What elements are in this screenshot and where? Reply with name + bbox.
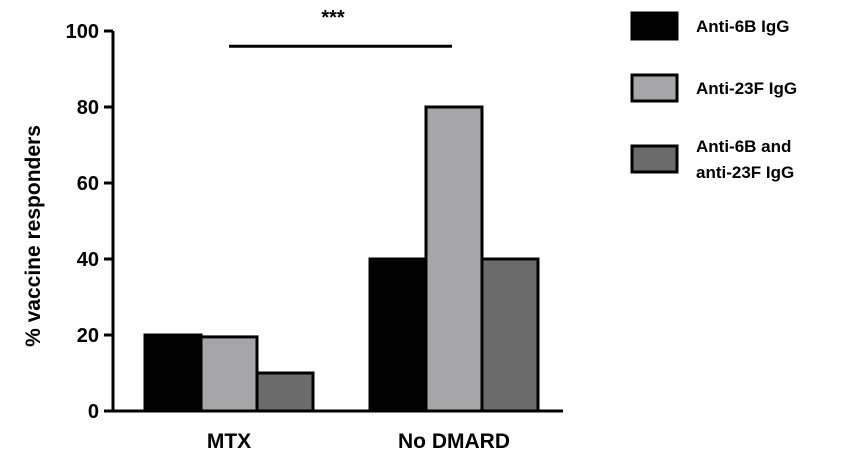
y-axis-title: % vaccine responders: [22, 125, 45, 347]
significance-label: ***: [321, 7, 345, 29]
legend-swatch-0: [630, 11, 679, 41]
annotations-group: ***: [229, 7, 452, 48]
y-tick-label-4: 80: [77, 97, 99, 119]
y-tick-label-1: 20: [77, 325, 99, 347]
legend-label-1-0: Anti-23F IgG: [696, 79, 797, 98]
bar-1-0: [368, 257, 428, 413]
y-tick-label-2: 40: [77, 249, 99, 271]
legend-label-0-0: Anti-6B IgG: [696, 17, 790, 36]
bar-0-2: [255, 371, 315, 413]
legend-swatch-2: [630, 144, 679, 174]
bars-group: [143, 105, 540, 413]
bar-1-1: [424, 105, 484, 413]
legend-label-2-0: Anti-6B and: [696, 137, 791, 156]
x-category-label-0: MTX: [207, 430, 251, 453]
y-tick-label-0: 0: [88, 401, 99, 423]
legend: Anti-6B IgG Anti-23F IgG Anti-6B and anti-2…: [630, 11, 797, 182]
legend-swatch-1: [630, 73, 679, 103]
bar-0-0: [143, 333, 203, 413]
axes-group: 0 20 40 60 80 100 MTX No DMARD % vaccine respond…: [22, 21, 563, 453]
y-tick-label-5: 100: [66, 21, 99, 43]
bar-1-2: [480, 257, 540, 413]
bar-0-1: [199, 335, 259, 413]
legend-label-2-1: anti-23F IgG: [696, 163, 794, 182]
y-tick-label-3: 60: [77, 173, 99, 195]
x-category-label-1: No DMARD: [398, 430, 510, 453]
